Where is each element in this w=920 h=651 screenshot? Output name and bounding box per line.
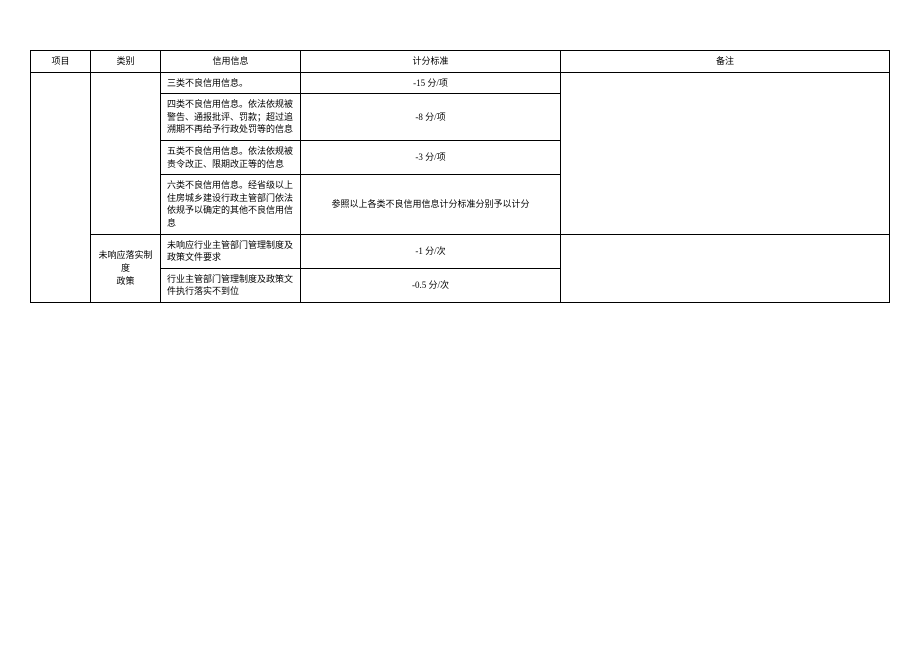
cell-standard: 参照以上各类不良信用信息计分标准分别予以计分	[301, 175, 561, 234]
cell-credit: 行业主管部门管理制度及政策文件执行落实不到位	[161, 268, 301, 302]
header-standard: 计分标准	[301, 51, 561, 73]
header-credit: 信用信息	[161, 51, 301, 73]
table-row: 三类不良信用信息。 -15 分/项	[31, 72, 890, 94]
table-row: 未响应落实制度 政策 未响应行业主管部门管理制度及政策文件要求 -1 分/次	[31, 234, 890, 268]
cell-standard: -1 分/次	[301, 234, 561, 268]
header-project: 项目	[31, 51, 91, 73]
cell-credit: 未响应行业主管部门管理制度及政策文件要求	[161, 234, 301, 268]
header-category: 类别	[91, 51, 161, 73]
cell-remark-merged-1	[561, 72, 890, 234]
header-remark: 备注	[561, 51, 890, 73]
cell-standard: -8 分/项	[301, 94, 561, 141]
cell-standard: -15 分/项	[301, 72, 561, 94]
cell-credit: 四类不良信用信息。依法依规被警告、通报批评、罚款；超过追溯期不再给予行政处罚等的…	[161, 94, 301, 141]
cell-category-merged-1	[91, 72, 161, 234]
scoring-table: 项目 类别 信用信息 计分标准 备注 三类不良信用信息。 -15 分/项 四类不…	[30, 50, 890, 303]
cell-credit: 三类不良信用信息。	[161, 72, 301, 94]
cell-standard: -0.5 分/次	[301, 268, 561, 302]
cell-credit: 六类不良信用信息。经省级以上住房城乡建设行政主管部门依法依规予以确定的其他不良信…	[161, 175, 301, 234]
cell-remark-merged-2	[561, 234, 890, 302]
cell-category-merged-2: 未响应落实制度 政策	[91, 234, 161, 302]
cell-project-merged	[31, 72, 91, 302]
table-header-row: 项目 类别 信用信息 计分标准 备注	[31, 51, 890, 73]
cell-standard: -3 分/项	[301, 140, 561, 174]
cell-credit: 五类不良信用信息。依法依规被责令改正、限期改正等的信息	[161, 140, 301, 174]
